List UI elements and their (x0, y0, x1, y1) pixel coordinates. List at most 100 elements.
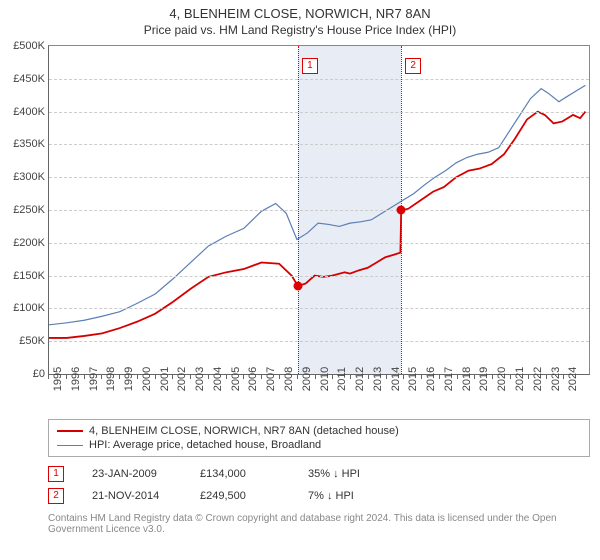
x-axis-label: 2017 (443, 367, 455, 391)
sale-row-number: 1 (48, 466, 64, 482)
x-axis-label: 2007 (265, 367, 277, 391)
x-tick (208, 375, 209, 379)
gridline (49, 210, 589, 211)
legend-label: 4, BLENHEIM CLOSE, NORWICH, NR7 8AN (det… (89, 425, 399, 437)
gridline (49, 79, 589, 80)
x-axis-label: 1995 (52, 367, 64, 391)
x-tick (155, 375, 156, 379)
x-axis-label: 2020 (496, 367, 508, 391)
x-axis-label: 1996 (70, 367, 82, 391)
y-axis-label: £450K (3, 73, 45, 85)
y-axis-label: £200K (3, 237, 45, 249)
x-axis-label: 2009 (301, 367, 313, 391)
x-axis-label: 2000 (141, 367, 153, 391)
x-axis-label: 2024 (567, 367, 579, 391)
legend-label: HPI: Average price, detached house, Broa… (89, 439, 321, 451)
x-tick (315, 375, 316, 379)
x-tick (368, 375, 369, 379)
gridline (49, 112, 589, 113)
x-tick (350, 375, 351, 379)
x-tick (226, 375, 227, 379)
title-line-1: 4, BLENHEIM CLOSE, NORWICH, NR7 8AN (0, 6, 600, 21)
legend-row: HPI: Average price, detached house, Broa… (57, 438, 581, 452)
x-tick (332, 375, 333, 379)
gridline (49, 144, 589, 145)
x-tick (137, 375, 138, 379)
x-tick (48, 375, 49, 379)
x-axis-label: 2012 (354, 367, 366, 391)
sale-row-price: £134,000 (200, 468, 280, 480)
legend-box: 4, BLENHEIM CLOSE, NORWICH, NR7 8AN (det… (48, 419, 590, 457)
x-axis-label: 2003 (194, 367, 206, 391)
x-axis-label: 2001 (159, 367, 171, 391)
x-axis-label: 2013 (372, 367, 384, 391)
x-tick (421, 375, 422, 379)
x-axis-label: 1997 (88, 367, 100, 391)
legend-row: 4, BLENHEIM CLOSE, NORWICH, NR7 8AN (det… (57, 424, 581, 438)
x-axis-label: 2015 (407, 367, 419, 391)
sale-point-marker (397, 206, 406, 215)
x-tick (457, 375, 458, 379)
x-tick (386, 375, 387, 379)
x-axis-labels: 1995199619971998199920002001200220032004… (48, 375, 590, 413)
x-axis-label: 2005 (230, 367, 242, 391)
x-axis-label: 2019 (478, 367, 490, 391)
gridline (49, 177, 589, 178)
x-axis-label: 1999 (123, 367, 135, 391)
gridline (49, 341, 589, 342)
x-tick (261, 375, 262, 379)
x-tick (510, 375, 511, 379)
x-tick (546, 375, 547, 379)
x-tick (243, 375, 244, 379)
x-axis-label: 1998 (105, 367, 117, 391)
y-axis-label: £100K (3, 302, 45, 314)
x-axis-label: 2016 (425, 367, 437, 391)
x-axis-label: 2021 (514, 367, 526, 391)
y-axis-label: £400K (3, 106, 45, 118)
x-tick (297, 375, 298, 379)
series-hpi (49, 85, 585, 324)
sale-row-price: £249,500 (200, 490, 280, 502)
x-tick (492, 375, 493, 379)
sale-number-box: 1 (302, 58, 318, 74)
x-tick (119, 375, 120, 379)
title-line-2: Price paid vs. HM Land Registry's House … (0, 23, 600, 37)
x-tick (172, 375, 173, 379)
sale-row-delta: 7% ↓ HPI (308, 490, 388, 502)
x-tick (528, 375, 529, 379)
sale-marker-line (298, 46, 299, 374)
sale-point-marker (293, 282, 302, 291)
sale-row-date: 21-NOV-2014 (92, 490, 172, 502)
sale-number-box: 2 (405, 58, 421, 74)
plot-region: £0£50K£100K£150K£200K£250K£300K£350K£400… (48, 45, 590, 375)
x-axis-label: 2010 (319, 367, 331, 391)
x-axis-label: 2023 (550, 367, 562, 391)
y-axis-label: £150K (3, 270, 45, 282)
x-tick (563, 375, 564, 379)
legend-swatch (57, 445, 83, 446)
x-tick (84, 375, 85, 379)
sale-row: 1 23-JAN-2009 £134,000 35% ↓ HPI (48, 463, 590, 485)
x-tick (439, 375, 440, 379)
chart-area: £0£50K£100K£150K£200K£250K£300K£350K£400… (48, 45, 590, 413)
y-axis-label: £500K (3, 40, 45, 52)
x-axis-label: 2006 (247, 367, 259, 391)
x-tick (101, 375, 102, 379)
x-axis-label: 2008 (283, 367, 295, 391)
chart-titles: 4, BLENHEIM CLOSE, NORWICH, NR7 8AN Pric… (0, 0, 600, 37)
x-axis-label: 2022 (532, 367, 544, 391)
sale-row-number: 2 (48, 488, 64, 504)
x-axis-label: 2014 (390, 367, 402, 391)
y-axis-label: £0 (3, 368, 45, 380)
sale-row-date: 23-JAN-2009 (92, 468, 172, 480)
gridline (49, 276, 589, 277)
x-axis-label: 2002 (176, 367, 188, 391)
y-axis-label: £350K (3, 138, 45, 150)
gridline (49, 243, 589, 244)
attribution-text: Contains HM Land Registry data © Crown c… (48, 513, 590, 535)
x-axis-label: 2018 (461, 367, 473, 391)
x-axis-label: 2004 (212, 367, 224, 391)
x-tick (279, 375, 280, 379)
sale-row-delta: 35% ↓ HPI (308, 468, 388, 480)
x-tick (403, 375, 404, 379)
